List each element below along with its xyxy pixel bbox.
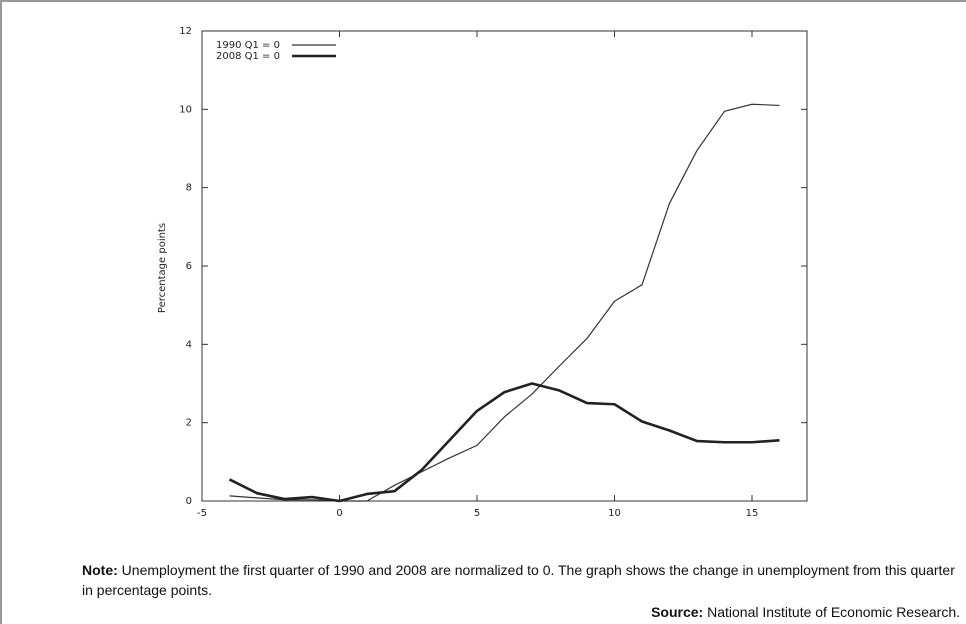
y-tick-label: 10 — [179, 104, 192, 115]
y-tick-label: 2 — [186, 418, 192, 429]
chart: Percentage points 0 2 4 6 8 10 12 -5 0 5 10 15 1990 … — [157, 26, 808, 519]
source: Source: National Institute of Economic R… — [651, 602, 960, 622]
series-line — [228, 382, 780, 503]
series-line — [229, 103, 780, 502]
y-tick-label: 6 — [186, 261, 192, 272]
note-text: Unemployment the first quarter of 1990 a… — [82, 562, 955, 598]
note-label: Note: — [82, 562, 118, 578]
x-tick-label: 15 — [746, 508, 759, 519]
y-axis-label: Percentage points — [157, 223, 168, 313]
legend-label: 2008 Q1 = 0 — [216, 51, 280, 62]
x-tick-label: 0 — [336, 508, 342, 519]
x-tick-label: -5 — [197, 508, 207, 519]
plot-frame — [201, 30, 808, 502]
source-label: Source: — [651, 604, 704, 620]
y-tick-label: 0 — [186, 496, 192, 507]
x-tick-label: 10 — [608, 508, 621, 519]
x-tick-label: 5 — [474, 508, 480, 519]
source-text: National Institute of Economic Research. — [707, 604, 960, 620]
legend-label: 1990 Q1 = 0 — [216, 40, 280, 51]
y-tick-label: 8 — [186, 183, 192, 194]
y-tick-label: 4 — [186, 339, 192, 350]
note: Note: Unemployment the first quarter of … — [82, 560, 962, 600]
y-tick-label: 12 — [179, 26, 192, 37]
